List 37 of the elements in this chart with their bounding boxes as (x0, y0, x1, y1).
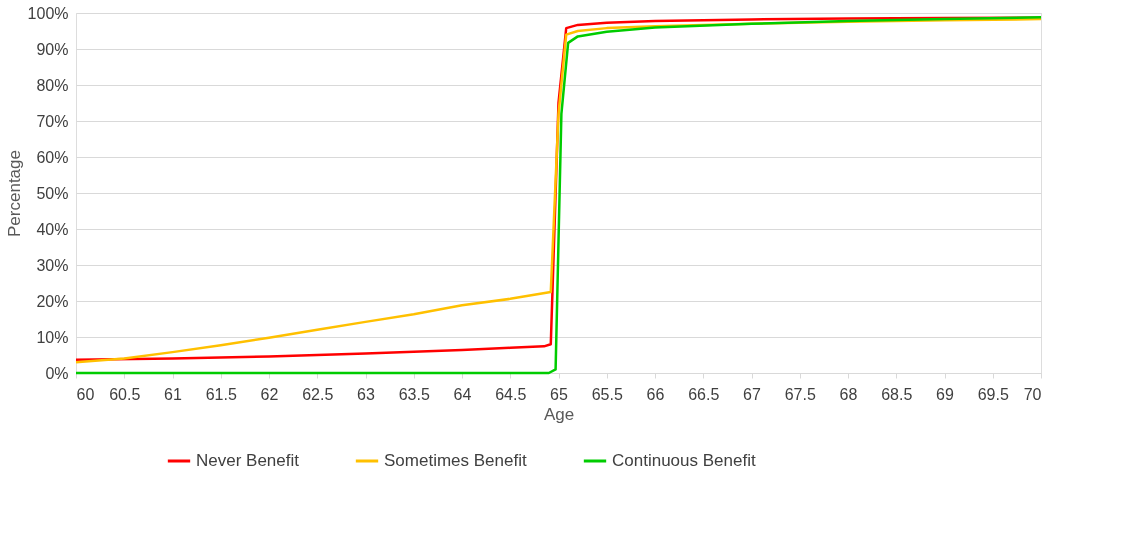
x-tick-label: 61 (164, 385, 182, 403)
x-tick-label: 64.5 (495, 385, 527, 403)
y-tick-label: 0% (45, 364, 69, 382)
x-tick-label: 68 (839, 385, 858, 403)
y-axis-title: Percentage (4, 150, 24, 237)
x-tick-label: 63.5 (398, 385, 430, 403)
legend-label: Sometimes Benefit (384, 451, 527, 470)
y-tick-label: 100% (27, 4, 69, 22)
legend-label: Continuous Benefit (612, 451, 756, 470)
x-tick-label: 61.5 (205, 385, 237, 403)
x-tick-label: 70 (1023, 385, 1042, 403)
y-tick-label: 20% (36, 292, 69, 310)
x-tick-label: 60 (76, 385, 95, 403)
x-tick-label: 60.5 (109, 385, 141, 403)
x-tick-label: 69 (936, 385, 954, 403)
y-tick-label: 40% (36, 220, 69, 238)
y-tick-label: 70% (36, 112, 69, 130)
y-tick-label: 90% (36, 40, 69, 58)
legend-label: Never Benefit (196, 451, 300, 470)
x-tick-label: 63 (357, 385, 375, 403)
x-tick-label: 67 (743, 385, 761, 403)
y-tick-label: 60% (36, 148, 69, 166)
x-tick-label: 62.5 (302, 385, 334, 403)
x-tick-label: 65 (550, 385, 568, 403)
x-axis-title: Age (543, 404, 575, 424)
x-tick-label: 66.5 (688, 385, 720, 403)
y-tick-label: 50% (36, 184, 69, 202)
y-tick-label: 80% (36, 76, 69, 94)
x-tick-label: 68.5 (881, 385, 913, 403)
x-tick-label: 67.5 (784, 385, 816, 403)
x-tick-label: 64 (453, 385, 472, 403)
y-tick-label: 30% (36, 256, 69, 274)
y-tick-label: 10% (36, 328, 69, 346)
x-tick-label: 65.5 (591, 385, 623, 403)
x-tick-label: 69.5 (977, 385, 1009, 403)
x-tick-label: 66 (646, 385, 665, 403)
x-tick-label: 62 (260, 385, 279, 403)
